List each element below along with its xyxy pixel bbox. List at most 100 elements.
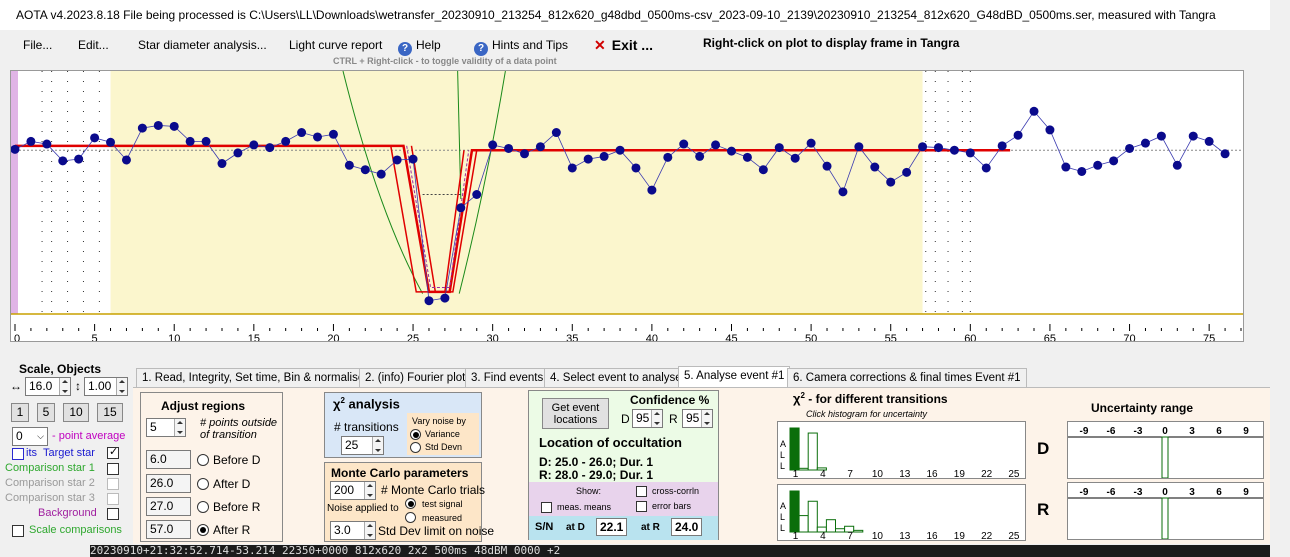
confidence-r-input[interactable]: 95 xyxy=(682,409,713,428)
error-bars-checkbox[interactable] xyxy=(636,501,647,512)
histogram-x-label: 16 xyxy=(926,531,938,540)
menu-hints-and-tips[interactable]: ? Hints and Tips xyxy=(474,38,568,56)
std-dev-limit-input[interactable]: 3.0 xyxy=(330,521,376,540)
scale-button-1[interactable]: 1 xyxy=(11,403,29,422)
target-star-checkbox[interactable]: ✓ xyxy=(107,446,119,459)
location-of-occultation-title: Location of occultation xyxy=(539,435,682,450)
spinner-icon[interactable] xyxy=(364,482,375,499)
x-tick-label: 60 xyxy=(964,333,976,342)
data-point xyxy=(153,120,163,130)
confidence-d-label: D xyxy=(621,412,630,426)
get-event-locations-button[interactable]: Get event locations xyxy=(542,398,609,429)
horizontal-scale-input[interactable]: 16.0 xyxy=(25,377,71,396)
uncertainty-tick-label: 9 xyxy=(1243,487,1249,498)
comparison-star-3-checkbox[interactable] xyxy=(107,493,119,505)
after-d-radio[interactable] xyxy=(197,478,209,490)
vary-noise-label: Vary noise by xyxy=(412,416,466,426)
r-histogram-label: R xyxy=(1037,500,1050,519)
data-point xyxy=(1061,162,1071,172)
background-label: Background xyxy=(38,507,97,519)
chi-superscript: 2 xyxy=(340,396,345,405)
tab-select-event[interactable]: 4. Select event to analyse xyxy=(544,368,688,387)
light-curve-plot[interactable]: 0 5 10 15 20 25 30 35 40 45 50 55 60 65 70 75 xyxy=(10,70,1244,342)
data-point xyxy=(583,154,593,164)
data-point xyxy=(42,139,52,149)
d-histogram[interactable]: 1 4 7 10 13 16 19 22 25 A L L xyxy=(777,421,1026,480)
spinner-icon[interactable] xyxy=(364,522,375,539)
spinner-icon[interactable] xyxy=(116,378,127,395)
meas-means-checkbox[interactable] xyxy=(541,502,552,513)
data-point xyxy=(360,165,370,175)
test-signal-radio[interactable] xyxy=(405,498,416,509)
data-point xyxy=(902,167,912,177)
light-curve-chart[interactable]: 0 5 10 15 20 25 30 35 40 45 50 55 60 65 70 75 xyxy=(11,71,1244,342)
cross-corrln-checkbox[interactable] xyxy=(636,486,647,497)
vertical-scale-input[interactable]: 1.00 xyxy=(84,377,128,396)
point-average-select[interactable]: 0 ⌵ xyxy=(12,427,48,446)
spinner-icon[interactable] xyxy=(372,437,383,454)
spinner-icon[interactable] xyxy=(651,410,662,427)
before-d-radio[interactable] xyxy=(197,454,209,466)
vertical-scale-icon: ↕ xyxy=(75,379,81,393)
points-outside-label: # points outside of transition xyxy=(200,417,278,441)
histogram-bar xyxy=(835,528,846,533)
show-label: Show: xyxy=(576,486,602,496)
menu-help[interactable]: ? Help xyxy=(398,38,441,56)
target-left-checkbox[interactable] xyxy=(12,448,24,460)
menu-exit[interactable]: ✕ Exit ... xyxy=(594,37,653,54)
points-outside-input[interactable]: 5 xyxy=(146,418,186,437)
check-icon: ✓ xyxy=(109,446,119,458)
data-point xyxy=(742,152,752,162)
comparison-star-1-checkbox[interactable] xyxy=(107,463,119,475)
data-point xyxy=(870,162,880,172)
histogram-side-letter: A xyxy=(780,439,786,449)
scale-button-10[interactable]: 10 xyxy=(63,403,89,422)
tab-analyse-event[interactable]: 5. Analyse event #1 xyxy=(678,366,791,388)
measured-radio[interactable] xyxy=(405,512,416,523)
spinner-icon[interactable] xyxy=(59,378,70,395)
help-circle-icon: ? xyxy=(474,42,488,56)
confidence-title: Confidence % xyxy=(630,393,710,407)
before-r-radio[interactable] xyxy=(197,501,209,513)
sn-d-value: 22.1 xyxy=(596,518,627,536)
tab-fourier-plot[interactable]: 2. (info) Fourier plot xyxy=(359,368,472,387)
spinner-icon[interactable] xyxy=(174,419,185,436)
comparison-star-2-checkbox[interactable] xyxy=(107,478,119,490)
histogram-bar xyxy=(789,427,800,471)
x-tick-label: 70 xyxy=(1123,333,1135,342)
histogram-x-label: 10 xyxy=(872,531,884,540)
x-tick-label: 55 xyxy=(885,333,897,342)
before-d-value: 6.0 xyxy=(146,450,191,469)
horizontal-scale-value: 16.0 xyxy=(29,379,53,393)
background-checkbox[interactable] xyxy=(107,508,119,520)
tab-read-integrity[interactable]: 1. Read, Integrity, Set time, Bin & norm… xyxy=(136,368,371,387)
adjust-regions-group: Adjust regions 5 # points outside of tra… xyxy=(140,392,283,542)
after-r-radio[interactable] xyxy=(197,524,209,536)
scale-comparisons-checkbox[interactable] xyxy=(12,525,24,537)
scale-button-15[interactable]: 15 xyxy=(97,403,123,422)
monte-carlo-trials-input[interactable]: 200 xyxy=(330,481,376,500)
confidence-d-input[interactable]: 95 xyxy=(632,409,663,428)
r-histogram[interactable]: 1 4 7 10 13 16 19 22 25 A L L xyxy=(777,484,1026,542)
data-point xyxy=(440,293,450,303)
data-point xyxy=(774,143,784,153)
menu-star-diameter[interactable]: Star diameter analysis... xyxy=(138,38,267,52)
scale-button-5[interactable]: 5 xyxy=(37,403,55,422)
menu-light-curve-report[interactable]: Light curve report xyxy=(289,38,383,52)
std-devn-radio[interactable] xyxy=(410,442,421,453)
menu-file[interactable]: File... xyxy=(23,38,53,52)
variance-radio[interactable] xyxy=(410,429,421,440)
transitions-input[interactable]: 25 xyxy=(341,436,384,455)
tab-find-events[interactable]: 3. Find events xyxy=(465,368,550,387)
histogram-side-letter: L xyxy=(780,461,785,471)
menu-edit[interactable]: Edit... xyxy=(78,38,109,52)
spinner-icon[interactable] xyxy=(701,410,712,427)
menu-exit-label: Exit ... xyxy=(611,37,653,53)
tab-camera-corrections[interactable]: 6. Camera corrections & final times Even… xyxy=(787,368,1027,387)
uncertainty-tick-label: -3 xyxy=(1134,426,1143,437)
histogram-x-label: 22 xyxy=(981,469,993,478)
vertical-scale-value: 1.00 xyxy=(88,379,112,393)
uncertainty-tick-label: 3 xyxy=(1189,426,1195,437)
